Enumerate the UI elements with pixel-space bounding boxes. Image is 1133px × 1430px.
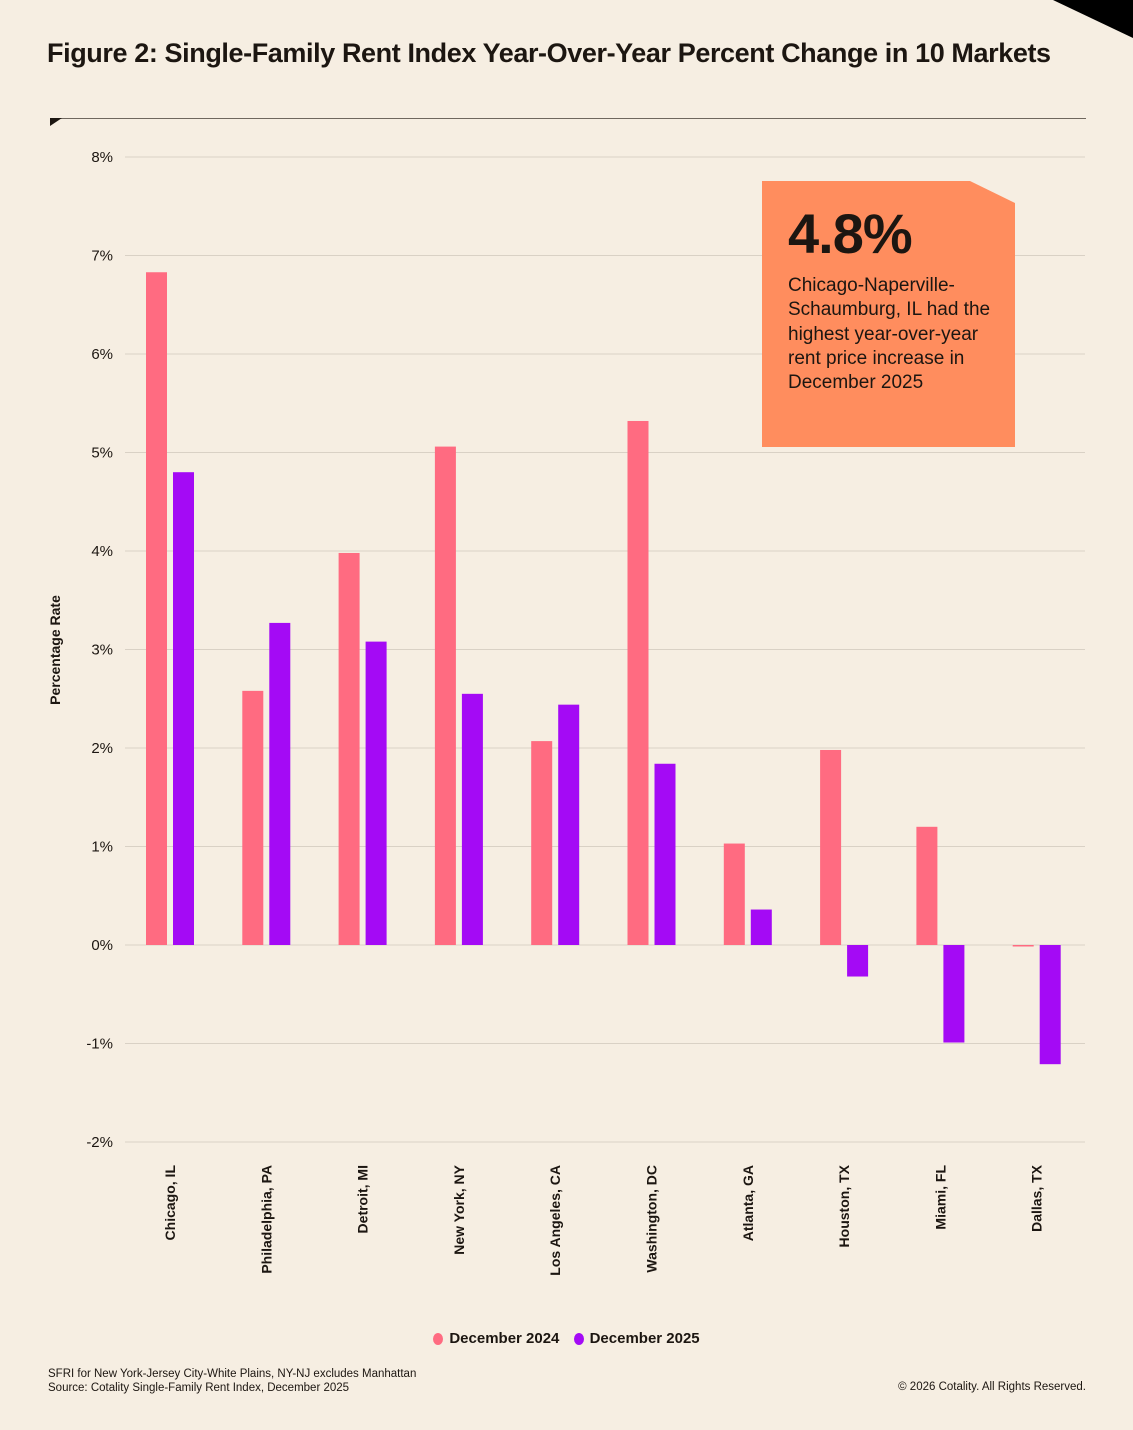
x-tick-label: Detroit, MI bbox=[355, 1165, 371, 1233]
bar-2025 bbox=[847, 945, 869, 977]
bar-2024 bbox=[242, 690, 264, 945]
bar-2024 bbox=[916, 826, 938, 945]
x-tick-label: Dallas, TX bbox=[1029, 1164, 1045, 1232]
x-tick-label: Philadelphia, PA bbox=[258, 1165, 274, 1274]
y-tick-label: 5% bbox=[91, 445, 113, 462]
y-tick-label: -2% bbox=[86, 1134, 113, 1151]
footnote-source: Source: Cotality Single-Family Rent Inde… bbox=[48, 1382, 350, 1394]
bar-2025 bbox=[943, 945, 965, 1043]
y-tick-label: 1% bbox=[91, 839, 113, 856]
y-tick-label: 0% bbox=[91, 937, 113, 954]
highlight-callout: 4.8% Chicago-Naperville-Schaumburg, IL h… bbox=[762, 181, 1015, 447]
footnotes: SFRI for New York-Jersey City-White Plai… bbox=[48, 1367, 416, 1395]
y-tick-label: 6% bbox=[91, 346, 113, 363]
x-tick-label: Chicago, IL bbox=[162, 1165, 178, 1241]
x-tick-label: Washington, DC bbox=[644, 1165, 660, 1273]
bar-2025 bbox=[654, 763, 676, 945]
bar-2024 bbox=[1012, 945, 1034, 947]
bar-2024 bbox=[338, 552, 360, 945]
bar-2025 bbox=[173, 472, 194, 945]
x-tick-label: New York, NY bbox=[451, 1164, 467, 1254]
bar-2025 bbox=[1039, 945, 1061, 1065]
y-tick-label: 2% bbox=[91, 740, 113, 757]
legend-dot-2025 bbox=[573, 1332, 584, 1345]
y-tick-label: 4% bbox=[91, 543, 113, 560]
bar-2025 bbox=[365, 641, 387, 945]
bar-2024 bbox=[820, 749, 842, 945]
bar-2024 bbox=[434, 446, 456, 945]
bar-2024 bbox=[146, 272, 167, 945]
corner-decoration bbox=[1053, 0, 1133, 38]
legend-label-2024: December 2024 bbox=[449, 1330, 560, 1347]
divider-marker bbox=[50, 118, 62, 126]
copyright: © 2026 Cotality. All Rights Reserved. bbox=[898, 1381, 1086, 1393]
x-tick-label: Atlanta, GA bbox=[740, 1165, 756, 1241]
y-tick-label: 7% bbox=[91, 248, 113, 265]
legend-label-2025: December 2025 bbox=[589, 1330, 700, 1347]
legend-item-2024: December 2024 bbox=[433, 1330, 559, 1347]
y-tick-label: 3% bbox=[91, 642, 113, 659]
legend: December 2024 December 2025 bbox=[0, 1330, 1133, 1349]
chart-title: Figure 2: Single-Family Rent Index Year-… bbox=[47, 38, 1051, 68]
x-tick-label: Houston, TX bbox=[836, 1164, 852, 1247]
bar-2025 bbox=[269, 622, 291, 945]
legend-item-2025: December 2025 bbox=[573, 1330, 700, 1347]
bar-2024 bbox=[627, 420, 649, 946]
bar-chart: -2% -1% 0% 1% 2% 3% 4% 5% 6% 7% 8% Percentage Rate C… bbox=[47, 149, 1085, 1276]
bar-2024 bbox=[723, 843, 745, 945]
x-tick-label: Los Angeles, CA bbox=[547, 1165, 563, 1276]
bar-2025 bbox=[750, 909, 772, 945]
bar-2025 bbox=[461, 693, 483, 945]
y-tick-label: -1% bbox=[86, 1036, 113, 1053]
title-divider bbox=[50, 118, 1086, 119]
callout-value: 4.8% bbox=[788, 202, 913, 265]
bar-2025 bbox=[558, 704, 580, 945]
footnote-sfri: SFRI for New York-Jersey City-White Plai… bbox=[48, 1368, 417, 1380]
y-tick-label: 8% bbox=[91, 149, 113, 166]
bar-2024 bbox=[531, 741, 553, 945]
y-axis-label: Percentage Rate bbox=[47, 595, 63, 705]
x-tick-label: Miami, FL bbox=[932, 1165, 948, 1230]
legend-dot-2024 bbox=[433, 1332, 444, 1345]
callout-text: Chicago-Naperville-Schaumburg, IL had th… bbox=[788, 275, 991, 394]
